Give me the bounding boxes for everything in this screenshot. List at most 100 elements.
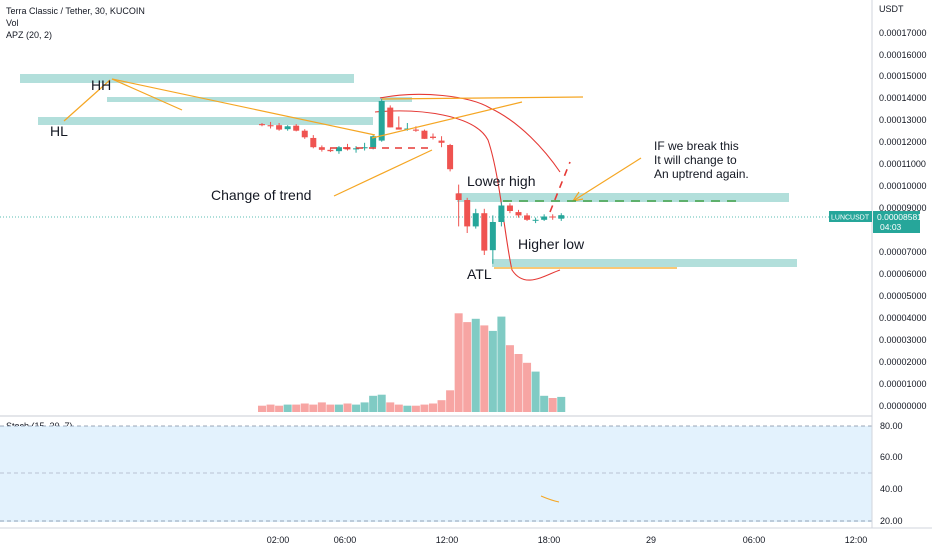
volume-bars xyxy=(258,313,566,412)
candle-body xyxy=(370,136,377,148)
candle-body xyxy=(378,101,385,141)
candle-body xyxy=(447,145,454,170)
price-tick: 0.00014000 xyxy=(879,93,927,103)
price-tick: 0.00016000 xyxy=(879,50,927,60)
volume-bar xyxy=(497,316,506,412)
apz-upper-band xyxy=(379,93,561,173)
hl-to-hh-line xyxy=(63,79,111,122)
candle-body xyxy=(455,193,462,200)
stoch-pane-background xyxy=(0,426,872,522)
volume-bar xyxy=(266,404,275,412)
annotation-hh: HH xyxy=(91,77,111,93)
price-tick: 0.00001000 xyxy=(879,379,927,389)
zone-hh-lower xyxy=(107,97,412,102)
volume-bar xyxy=(463,322,472,412)
price-badge-bg xyxy=(873,211,920,233)
price-axis-currency: USDT xyxy=(879,4,904,14)
price-tick: 0.00011000 xyxy=(879,159,926,169)
candle-body xyxy=(327,149,334,152)
candle-body xyxy=(541,216,548,220)
stoch-tick: 60.00 xyxy=(880,452,903,462)
candle-body xyxy=(395,127,402,130)
volume-bar xyxy=(275,405,284,412)
volume-bar xyxy=(292,404,301,412)
candle-body xyxy=(489,222,496,251)
apz-indicator-label[interactable]: APZ (20, 2) xyxy=(6,30,53,40)
volume-indicator-label[interactable]: Vol xyxy=(6,18,19,28)
projection-dashed-line xyxy=(549,161,571,213)
time-tick: 06:00 xyxy=(334,535,357,545)
candle-body xyxy=(318,147,325,150)
volume-bar xyxy=(317,402,326,412)
rising-trendline xyxy=(371,101,523,139)
candle-body xyxy=(301,130,308,138)
candle-body xyxy=(438,140,445,143)
time-axis[interactable]: 02:00 06:00 12:00 18:00 29 06:00 12:00 xyxy=(267,535,868,545)
candle-body xyxy=(524,215,531,220)
volume-bar xyxy=(386,402,395,412)
time-tick: 18:00 xyxy=(538,535,561,545)
candle-body xyxy=(310,137,317,148)
volume-bar xyxy=(352,404,361,412)
current-price-badge[interactable]: LUNCUSDT 0.00008581 04:03 xyxy=(829,211,922,233)
volume-bar xyxy=(334,404,343,412)
candle-body xyxy=(472,213,479,227)
stoch-tick: 80.00 xyxy=(880,421,903,431)
time-tick: 12:00 xyxy=(436,535,459,545)
volume-bar xyxy=(514,354,523,412)
annotation-hl: HL xyxy=(50,123,68,139)
candle-body xyxy=(267,125,274,127)
volume-bar xyxy=(437,400,446,412)
price-badge-timer: 04:03 xyxy=(880,222,902,232)
price-tick: 0.00004000 xyxy=(879,313,927,323)
volume-bar xyxy=(557,396,566,412)
note-arrow xyxy=(572,157,642,202)
candle-body xyxy=(558,215,565,219)
candle-body xyxy=(335,147,342,152)
candle-body xyxy=(481,213,488,251)
time-tick: 06:00 xyxy=(743,535,766,545)
volume-bar xyxy=(471,318,480,412)
annotation-note-line1: IF we break this xyxy=(654,139,739,153)
candle-body xyxy=(464,200,471,227)
stoch-line xyxy=(540,495,560,503)
stoch-tick: 20.00 xyxy=(880,516,903,526)
volume-bar xyxy=(369,395,378,412)
price-axis[interactable]: USDT 0.00017000 0.00016000 0.00015000 0.… xyxy=(879,4,927,411)
annotation-higher-low: Higher low xyxy=(518,236,585,252)
candle-body xyxy=(412,129,419,131)
volume-bar xyxy=(326,404,335,412)
stoch-tick: 40.00 xyxy=(880,484,903,494)
time-tick: 12:00 xyxy=(845,535,868,545)
price-tick: 0.00013000 xyxy=(879,115,927,125)
stoch-axis[interactable]: 80.00 60.00 40.00 20.00 xyxy=(880,421,903,526)
volume-bar xyxy=(429,403,437,412)
apz-lower-band xyxy=(374,110,561,281)
zone-resistance xyxy=(457,193,789,202)
volume-bar xyxy=(505,345,514,412)
candle-body xyxy=(276,125,283,130)
candle-body xyxy=(506,205,513,211)
volume-bar xyxy=(488,330,497,412)
hh-horizontal-line xyxy=(381,96,584,100)
price-badge-value: 0.00008581 xyxy=(877,212,922,222)
candle-body xyxy=(259,124,265,126)
annotation-change-of-trend: Change of trend xyxy=(211,187,311,203)
price-tick: 0.00005000 xyxy=(879,291,927,301)
volume-bar xyxy=(548,398,557,412)
price-tick: 0.00012000 xyxy=(879,137,927,147)
symbol-badge-bg xyxy=(829,211,872,222)
symbol-title[interactable]: Terra Classic / Tether, 30, KUCOIN xyxy=(6,6,145,16)
candle-body xyxy=(353,148,360,150)
annotation-lower-high: Lower high xyxy=(467,173,536,189)
price-tick: 0.00007000 xyxy=(879,247,927,257)
volume-bar xyxy=(523,362,532,412)
zone-hl xyxy=(38,117,373,125)
candle-body xyxy=(284,126,291,130)
time-tick: 02:00 xyxy=(267,535,290,545)
volume-bar xyxy=(283,404,292,412)
volume-bar xyxy=(343,403,352,412)
volume-bar xyxy=(420,404,429,412)
volume-bar xyxy=(394,404,403,412)
